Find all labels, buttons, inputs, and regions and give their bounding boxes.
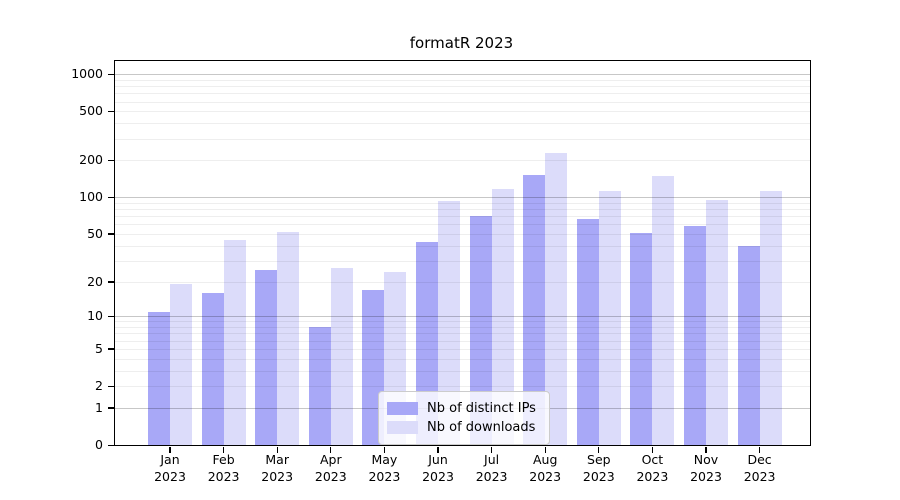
- x-axis-tick: [490, 446, 493, 453]
- bar-ips-dec: [737, 245, 760, 445]
- x-axis-tick-label: Jul 2023: [475, 452, 508, 484]
- bar-downloads-feb: [223, 239, 246, 445]
- x-axis-tick: [169, 446, 171, 453]
- y-axis-tick: [107, 407, 114, 409]
- bar-downloads-nov: [706, 199, 728, 445]
- y-axis-tick: [107, 159, 114, 162]
- minor-gridline: [115, 160, 810, 162]
- x-axis-tick-label: Jun 2023: [422, 452, 454, 484]
- plot-area: Nb of distinct IPs Nb of downloads 0 1 2 5 1…: [71, 60, 811, 484]
- y-axis-tick: [107, 110, 114, 113]
- minor-gridline: [115, 93, 810, 95]
- x-axis-tick-label: Mar 2023: [261, 452, 294, 484]
- bar-downloads-apr: [330, 268, 353, 445]
- x-axis-tick: [758, 446, 761, 453]
- y-axis-tick: [107, 73, 114, 76]
- x-axis-tick: [276, 446, 278, 453]
- y-axis-tick: [107, 233, 114, 235]
- x-axis-tick-label: Apr 2023: [314, 452, 347, 484]
- y-axis-tick-label: 5: [95, 340, 103, 356]
- y-axis-tick-label: 2: [95, 378, 103, 394]
- bar-downloads-mar: [277, 231, 300, 445]
- minor-gridline: [115, 79, 810, 81]
- minor-gridline: [115, 86, 810, 88]
- bar-ips-feb: [201, 292, 224, 445]
- minor-gridline: [115, 123, 810, 125]
- x-axis-tick: [598, 446, 600, 453]
- x-axis-tick-label: Feb 2023: [207, 452, 240, 484]
- bar-ips-oct: [630, 232, 653, 445]
- minor-gridline: [115, 101, 810, 103]
- x-axis-tick-label: Dec 2023: [743, 452, 776, 484]
- major-gridline: [115, 74, 810, 76]
- chart-title: formatR 2023: [409, 34, 514, 52]
- bar-downloads-jul: [491, 188, 514, 445]
- x-axis-tick-label: Jan 2023: [154, 452, 186, 484]
- y-axis-tick-label: 50: [87, 225, 103, 241]
- y-axis-tick: [107, 315, 114, 318]
- major-gridline: [115, 197, 810, 199]
- bar-downloads-jan: [170, 284, 192, 445]
- legend-label-downloads: Nb of downloads: [427, 420, 536, 435]
- bar-downloads-aug: [545, 152, 568, 445]
- legend-item-distinct-ips: Nb of distinct IPs: [387, 400, 539, 417]
- y-axis-tick: [107, 196, 114, 199]
- y-axis-tick-label: 500: [79, 103, 103, 119]
- x-axis-tick-label: May 2023: [368, 452, 401, 484]
- y-axis-tick: [107, 281, 114, 283]
- bar-downloads-oct: [652, 175, 675, 445]
- y-axis-tick-label: 0: [95, 437, 103, 452]
- legend-item-downloads: Nb of downloads: [387, 419, 539, 436]
- bar-downloads-jun: [438, 201, 460, 445]
- x-axis-tick-label: Nov 2023: [690, 452, 722, 484]
- bar-downloads-dec: [759, 191, 782, 445]
- bar-ips-nov: [684, 226, 706, 445]
- y-axis-tick-label: 1000: [71, 66, 103, 82]
- y-axis-tick-label: 20: [87, 273, 103, 289]
- y-axis-tick-label: 1: [95, 399, 103, 415]
- legend: Nb of distinct IPs Nb of downloads: [378, 391, 550, 445]
- minor-gridline: [115, 111, 810, 113]
- minor-gridline: [115, 138, 810, 140]
- x-axis-tick-label: Oct 2023: [636, 452, 669, 484]
- x-axis-tick: [705, 446, 707, 453]
- y-axis-tick: [107, 444, 114, 446]
- y-axis-tick: [107, 385, 114, 387]
- x-axis-tick: [222, 446, 225, 453]
- legend-swatch-distinct-ips: [387, 402, 418, 415]
- x-axis-tick: [383, 446, 386, 453]
- y-axis-tick-label: 10: [87, 308, 103, 324]
- x-axis-tick: [544, 446, 546, 453]
- x-axis-tick: [330, 446, 332, 453]
- bar-ips-aug: [523, 175, 546, 445]
- bar-ips-jul: [469, 216, 492, 445]
- bar-ips-sep: [576, 218, 599, 445]
- bar-ips-apr: [308, 327, 331, 445]
- y-axis-tick: [107, 348, 114, 350]
- bar-downloads-sep: [598, 191, 621, 445]
- bar-ips-mar: [255, 270, 278, 445]
- legend-swatch-downloads: [387, 421, 418, 434]
- legend-label-distinct-ips: Nb of distinct IPs: [427, 401, 536, 416]
- y-axis-tick-label: 200: [79, 152, 103, 168]
- x-axis-tick-label: Aug 2023: [529, 452, 562, 484]
- x-axis-tick-label: Sep 2023: [582, 452, 615, 484]
- y-axis-tick-label: 100: [79, 189, 103, 205]
- x-axis-tick: [651, 446, 654, 453]
- bar-ips-jan: [148, 311, 170, 445]
- x-axis-tick: [437, 446, 439, 453]
